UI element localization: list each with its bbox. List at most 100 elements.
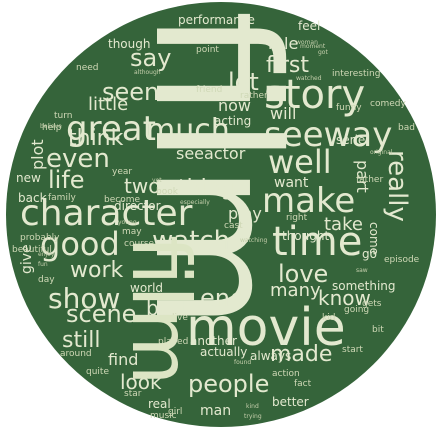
word-star: star <box>124 389 142 399</box>
word-bit: bit <box>372 325 384 335</box>
word-much: much <box>146 113 230 148</box>
word-though: though <box>108 37 151 51</box>
word-trying: trying <box>244 413 262 420</box>
word-still: still <box>62 328 101 353</box>
word-great: great <box>66 109 156 149</box>
word-think: think <box>68 126 124 151</box>
word-music: music <box>150 411 177 421</box>
word-many: many <box>270 280 321 301</box>
word-fun: fun <box>38 261 48 268</box>
word-say: say <box>130 44 172 72</box>
word-love: love <box>278 260 329 288</box>
word-end: end <box>200 284 246 312</box>
word-series: serie <box>336 133 366 147</box>
word-kid: kid <box>322 313 336 323</box>
word-performance: performance <box>178 13 255 27</box>
word-better: better <box>272 395 309 409</box>
word-world: world <box>130 281 164 295</box>
word-start: start <box>342 345 363 355</box>
word-around: around <box>60 349 92 359</box>
word-thought: thought <box>282 229 330 243</box>
word-two: two <box>124 174 161 198</box>
word-saw: saw <box>356 267 368 274</box>
word-family: family <box>48 193 76 203</box>
word-comedy: comedy <box>370 99 406 109</box>
word-find: find <box>108 350 139 369</box>
word-story: story <box>264 72 366 118</box>
word-especially: especially <box>180 199 210 206</box>
word-interesting: interesting <box>332 69 381 79</box>
word-kind: kind <box>246 403 259 410</box>
word-episode: episode <box>384 255 420 265</box>
word-actually: actually <box>200 345 248 359</box>
word-course: course <box>124 239 155 249</box>
word-gets: gets <box>362 299 382 309</box>
word-need: need <box>76 63 99 73</box>
word-want: want <box>274 175 309 191</box>
word-even: even <box>46 144 110 174</box>
word-bad: bad <box>398 123 415 133</box>
word-year: year <box>112 167 133 177</box>
word-found: found <box>234 359 252 366</box>
word-make: make <box>262 181 356 221</box>
word-now: now <box>218 96 252 115</box>
word-look: look <box>120 370 162 394</box>
word-enjoy: enjoy <box>38 251 55 258</box>
word-believe: believe <box>40 123 62 130</box>
word-real: real <box>148 397 171 411</box>
word-take: take <box>324 214 363 235</box>
word-acting: acting <box>214 114 252 128</box>
word-although: although <box>134 69 161 76</box>
word-original: original <box>370 149 393 156</box>
word-watched: watched <box>296 75 322 82</box>
word-character: character <box>20 193 193 234</box>
word-watch: watch <box>152 226 231 256</box>
word-help: help <box>42 123 62 133</box>
word-work: work <box>70 258 124 283</box>
word-know: know <box>318 286 371 310</box>
word-role: role <box>268 34 299 53</box>
word-first: first <box>266 53 309 78</box>
word-man: man <box>200 403 232 419</box>
word-seeway: seeway <box>264 115 393 155</box>
word-will: will <box>270 104 297 123</box>
word-play: play <box>228 204 262 223</box>
word-turn: turn <box>54 111 73 121</box>
word-another: another <box>190 334 237 348</box>
word-beautiful: beautiful <box>12 245 52 255</box>
word-go: go <box>362 247 377 261</box>
word-life: life <box>48 166 85 194</box>
word-may: may <box>122 227 142 237</box>
word-book: book <box>156 187 178 197</box>
word-little: little <box>88 94 129 115</box>
word-new: new <box>16 171 41 185</box>
word-film-mid: film <box>114 235 207 386</box>
cloud-background <box>6 2 436 427</box>
word-something: something <box>332 279 396 293</box>
word-people: people <box>188 370 270 398</box>
word-going: going <box>344 305 370 315</box>
word-played: played <box>158 337 189 347</box>
word-got: got <box>318 49 328 56</box>
word-father: father <box>356 175 384 185</box>
word-movie: movie <box>186 298 346 358</box>
word-action: action <box>272 369 300 379</box>
word-made: made <box>270 342 333 367</box>
word-director: director <box>114 199 161 213</box>
word-thing: thing <box>178 176 235 201</box>
word-rather: rather <box>240 91 268 101</box>
word-yet: yet <box>152 177 162 184</box>
word-plot: plot <box>28 139 47 170</box>
word-feel: feel <box>298 19 321 33</box>
word-always: always <box>250 349 292 363</box>
word-really: really <box>382 150 412 222</box>
word-show: show <box>48 282 121 315</box>
word-seeactor: seeactor <box>176 144 246 163</box>
word-probably: probably <box>20 233 60 243</box>
word-girl: girl <box>168 407 183 417</box>
word-best: best <box>146 296 190 320</box>
word-good: good <box>40 225 120 263</box>
word-point: point <box>196 45 219 55</box>
word-young: young <box>118 219 137 226</box>
